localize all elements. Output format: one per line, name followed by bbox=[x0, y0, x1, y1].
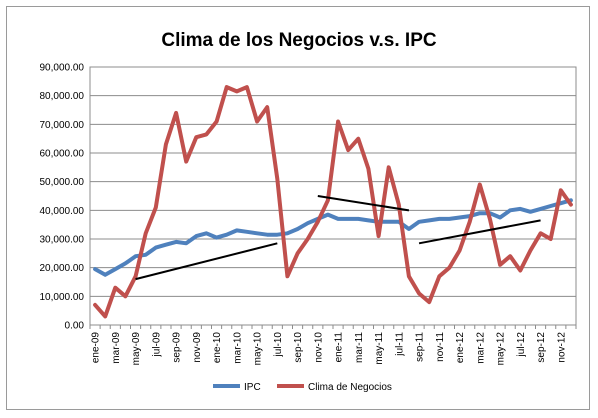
x-tick-label: may-12 bbox=[496, 332, 507, 366]
y-tick-label: 90,000.00 bbox=[40, 63, 85, 74]
x-tick-label: nov-11 bbox=[435, 332, 446, 362]
x-tick-label: jul-11 bbox=[394, 332, 405, 357]
x-tick-label: mar-12 bbox=[475, 332, 486, 364]
x-tick-label: sep-12 bbox=[536, 332, 547, 363]
y-tick-label: 0.00 bbox=[65, 321, 85, 332]
y-tick-label: 30,000.00 bbox=[40, 235, 85, 246]
plot-area bbox=[89, 66, 577, 326]
trend-line bbox=[317, 195, 410, 212]
x-tick-label: nov-10 bbox=[313, 332, 324, 363]
x-tick-label: may-10 bbox=[253, 332, 264, 366]
legend-label-clima: Clima de Negocios bbox=[308, 382, 392, 393]
y-axis: 0.00 10,000.00 20,000.00 30,000.00 40,000.00… bbox=[40, 63, 85, 332]
x-axis: ene-09 mar-09 may-09 jul-09 sep-09 nov-09 ene-… bbox=[89, 325, 577, 366]
x-tick-label: sep-09 bbox=[172, 332, 183, 363]
x-tick-label: ene-09 bbox=[91, 332, 102, 364]
x-tick-label: nov-09 bbox=[192, 332, 203, 363]
x-tick-label: sep-11 bbox=[415, 332, 426, 362]
x-tick-label: mar-09 bbox=[111, 332, 122, 364]
y-tick-label: 70,000.00 bbox=[40, 120, 85, 131]
y-tick-label: 50,000.00 bbox=[40, 177, 85, 188]
x-tick-label: ene-11 bbox=[334, 332, 345, 363]
x-tick-label: sep-10 bbox=[293, 332, 304, 363]
y-tick-label: 80,000.00 bbox=[40, 91, 85, 102]
x-tick-label: jul-10 bbox=[273, 332, 284, 358]
series-line-clima-de-negocios bbox=[93, 85, 573, 319]
series-lines bbox=[93, 85, 573, 319]
x-tick-label: nov-12 bbox=[556, 332, 567, 363]
x-tick-label: jul-09 bbox=[151, 332, 162, 358]
trend-line bbox=[135, 242, 278, 281]
y-tick-label: 20,000.00 bbox=[40, 263, 85, 274]
chart-title: Clima de los Negocios v.s. IPC bbox=[161, 30, 437, 51]
y-tick-label: 60,000.00 bbox=[40, 149, 85, 160]
x-tick-label: ene-10 bbox=[212, 332, 223, 364]
x-tick-label: mar-11 bbox=[354, 332, 365, 363]
y-tick-label: 10,000.00 bbox=[40, 292, 85, 303]
x-tick-label: jul-12 bbox=[516, 332, 527, 358]
x-tick-label: mar-10 bbox=[232, 332, 243, 364]
legend-label-ipc: IPC bbox=[244, 382, 261, 393]
legend: IPC Clima de Negocios bbox=[213, 382, 392, 393]
x-tick-label: ene-12 bbox=[455, 332, 466, 364]
series-line-ipc bbox=[93, 198, 573, 277]
trend-line bbox=[418, 219, 541, 245]
y-tick-label: 40,000.00 bbox=[40, 206, 85, 217]
x-tick-label: may-09 bbox=[131, 332, 142, 366]
x-tick-label: may-11 bbox=[374, 332, 385, 365]
trend-lines bbox=[135, 195, 541, 281]
